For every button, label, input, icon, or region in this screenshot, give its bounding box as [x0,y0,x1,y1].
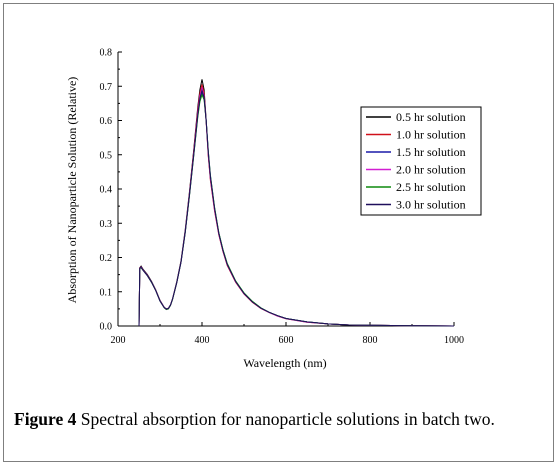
x-tick-label: 200 [111,335,126,346]
x-tick-label: 800 [363,335,378,346]
caption-text: Spectral absorption for nanoparticle sol… [80,409,495,429]
x-tick-label: 400 [195,335,210,346]
x-tick-label: 1000 [444,335,464,346]
y-tick-label: 0.8 [100,48,113,59]
legend-label: 0.5 hr solution [396,110,466,124]
y-tick-label: 0.2 [100,253,113,264]
y-tick-label: 0.0 [100,322,113,333]
y-tick-label: 0.1 [100,287,113,298]
figure-frame [3,3,554,462]
figure-caption: Figure 4 Spectral absorption for nanopar… [14,409,495,430]
legend-label: 2.0 hr solution [396,163,466,177]
legend-label: 1.0 hr solution [396,128,466,142]
y-tick-label: 0.4 [100,185,113,196]
y-axis-label: Absorption of Nanoparticle Solution (Rel… [65,77,79,304]
x-tick-label: 600 [279,335,294,346]
y-tick-label: 0.6 [100,116,113,127]
legend-box [360,106,482,216]
x-axis-label: Wavelength (nm) [243,356,326,370]
y-tick-label: 0.5 [100,150,113,161]
series-line [138,88,455,327]
legend-label: 1.5 hr solution [396,145,466,159]
legend-label: 2.5 hr solution [396,180,466,194]
legend-label: 3.0 hr solution [396,198,466,212]
caption-label: Figure 4 [14,409,77,429]
y-tick-label: 0.3 [100,219,113,230]
y-tick-label: 0.7 [100,82,113,93]
